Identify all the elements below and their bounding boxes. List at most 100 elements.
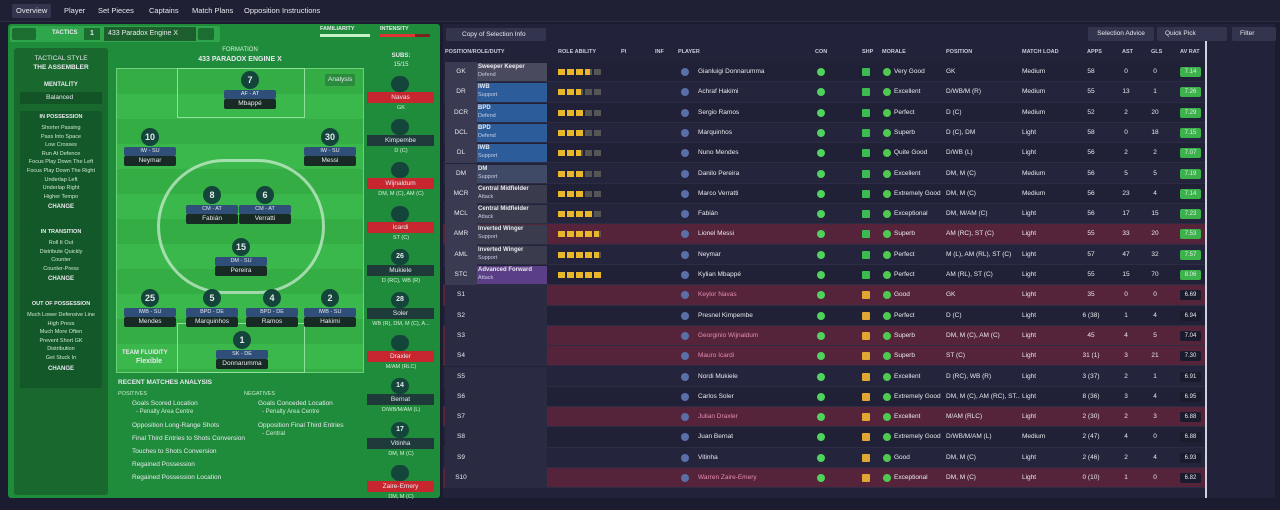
player[interactable]: Juan Bernat [698, 433, 734, 441]
player[interactable]: Fabián [698, 210, 718, 218]
sub-name[interactable]: Zaire-Emery [367, 480, 434, 492]
condition [817, 453, 825, 462]
tab[interactable]: Player [64, 6, 86, 15]
column-header[interactable]: INF [655, 49, 664, 55]
mentality-select[interactable]: Balanced [20, 92, 102, 104]
sub-name[interactable]: Soler [367, 308, 434, 319]
player[interactable]: Georginio Wijnaldum [698, 331, 759, 339]
column-header[interactable]: AST [1122, 49, 1133, 55]
phase-title: IN TRANSITION [40, 229, 82, 235]
assists: 3 [1124, 392, 1128, 400]
player[interactable]: Keylor Navas [698, 291, 737, 299]
sub-name[interactable]: Bernat [367, 394, 434, 406]
analysis-title[interactable]: RECENT MATCHES ANALYSIS [118, 379, 213, 386]
formation-name[interactable]: 433 PARADOX ENGINE X [198, 56, 282, 63]
goals: 70 [1151, 271, 1159, 278]
player[interactable]: Achraf Hakimi [698, 88, 739, 96]
add-button[interactable] [198, 28, 214, 40]
player-name[interactable]: Ramos [246, 317, 298, 327]
sub-position: DM, M (C) [388, 450, 414, 457]
sub-name[interactable]: Mukiele [367, 264, 434, 276]
column-header[interactable]: MATCH LOAD [1022, 49, 1059, 55]
stars [558, 129, 585, 136]
phase-title: IN POSSESSION [39, 114, 83, 120]
player[interactable]: Marco Verratti [698, 189, 739, 197]
rating: 6.82 [1180, 473, 1201, 483]
stars-track [558, 89, 603, 96]
player[interactable]: Nordi Mukiele [698, 372, 738, 380]
player[interactable]: Neymar [698, 250, 721, 258]
role-box [477, 205, 547, 224]
player-name[interactable]: Marquinhos [186, 317, 238, 327]
stars [558, 109, 585, 116]
player[interactable]: Danilo Pereira [698, 169, 740, 177]
apps: 52 [1087, 108, 1095, 116]
tab[interactable]: Opposition Instructions [244, 6, 321, 15]
player[interactable]: Warren Zaire-Emery [698, 474, 757, 481]
player[interactable]: Carlos Soler [698, 392, 734, 400]
player-name[interactable]: Donnarumma [216, 359, 268, 369]
tactic-name[interactable]: 433 Paradox Engine X [104, 27, 196, 41]
change-button[interactable]: CHANGE [47, 204, 74, 211]
filter[interactable]: Filter [1232, 27, 1276, 41]
column-header[interactable]: PLAYER [678, 49, 700, 55]
player-name[interactable]: Mendes [124, 317, 176, 327]
column-header[interactable]: GLS [1151, 49, 1163, 55]
player[interactable]: Julian Draxler [698, 413, 738, 421]
player[interactable]: Sergio Ramos [698, 108, 740, 116]
column-header[interactable]: POSITION [946, 49, 973, 55]
column-header[interactable]: AV RAT [1180, 49, 1200, 55]
player[interactable]: Lionel Messi [698, 230, 735, 238]
tab[interactable]: Captains [149, 6, 179, 15]
player[interactable]: Vitinha [698, 453, 718, 461]
column-header[interactable]: CON [815, 49, 828, 55]
sub-name[interactable]: Vitinha [367, 437, 434, 449]
player[interactable]: Marquinhos [698, 128, 732, 136]
analysis-button[interactable]: Analysis [325, 74, 356, 86]
role-box [477, 103, 547, 122]
tab[interactable]: Overview [12, 4, 52, 18]
column-header[interactable]: POSITION/ROLE/DUTY [445, 49, 505, 55]
assists: 2 [1124, 413, 1128, 421]
position: D (RC), WB (R) [946, 372, 992, 380]
column-header[interactable]: PI [621, 49, 627, 55]
player-name[interactable]: Mbappé [224, 99, 276, 109]
sub-name[interactable]: Wijnaldum [367, 178, 434, 190]
stars [558, 272, 603, 278]
position: ST (C) [946, 352, 966, 360]
column-header[interactable]: SHP [862, 49, 874, 55]
tab[interactable]: Set Pieces [98, 6, 134, 15]
player-badge: 15 [232, 238, 250, 256]
player[interactable]: Gianluigi Donnarumma [698, 68, 765, 75]
player-name[interactable]: Hakimi [304, 317, 356, 327]
change-button[interactable]: CHANGE [47, 365, 74, 372]
player[interactable]: Nuno Mendes [698, 149, 739, 157]
column-header[interactable]: MORALE [882, 49, 906, 55]
player-name[interactable]: Neymar [124, 156, 176, 166]
back-button[interactable] [12, 28, 36, 40]
player-name[interactable]: Messi [304, 156, 356, 166]
column-header[interactable]: ROLE ABILITY [558, 49, 596, 55]
sub-name[interactable]: Kimpembe [367, 135, 434, 147]
selection-advice[interactable]: Selection Advice [1088, 27, 1154, 41]
sub-name[interactable]: Icardi [367, 221, 434, 233]
positives-title: POSITIVES [118, 391, 148, 397]
column-header[interactable]: APPS [1087, 49, 1102, 55]
positive-item: Opposition Long-Range Shots [132, 422, 220, 429]
player-name[interactable]: Pereira [215, 266, 267, 276]
player[interactable]: Kylian Mbappé [698, 271, 741, 278]
change-button[interactable]: CHANGE [47, 276, 74, 283]
tab[interactable]: Match Plans [192, 6, 234, 15]
player[interactable]: Mauro Icardi [698, 352, 735, 360]
rating: 7.04 [1180, 330, 1201, 341]
quick-pick[interactable]: Quick Pick [1157, 27, 1227, 41]
player[interactable]: Presnel Kimpembe [698, 311, 753, 319]
position: DM, M (C), AM (C) [946, 331, 1000, 339]
sub-name[interactable]: Draxler [367, 351, 434, 363]
sub-name[interactable]: Navas [367, 92, 434, 103]
player-name[interactable]: Verratti [239, 214, 291, 224]
player-name[interactable]: Fabián [186, 214, 238, 224]
sub-badge: 14 [391, 378, 409, 395]
view-select[interactable]: Copy of Selection Info [446, 28, 546, 41]
condition [817, 413, 825, 422]
